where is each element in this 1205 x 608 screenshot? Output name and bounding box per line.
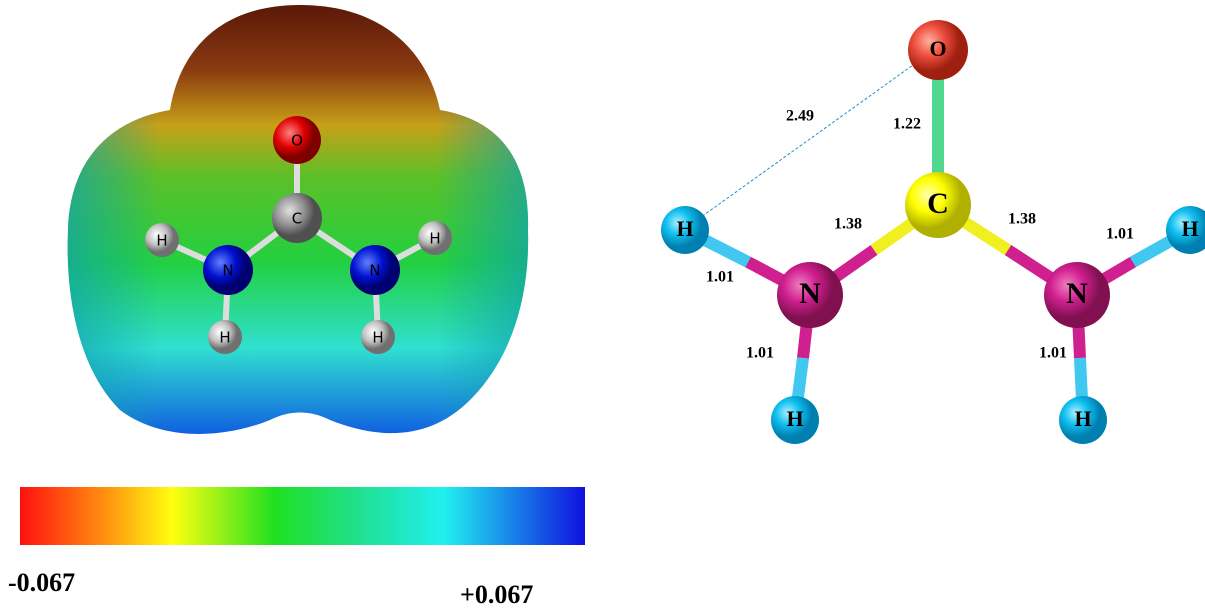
bond-length: 1.38	[1008, 211, 1036, 228]
colorbar-max: +0.067	[460, 580, 533, 608]
atom-label: N	[799, 277, 821, 310]
contact-length: 2.49	[786, 108, 814, 125]
bond-length: 1.22	[893, 116, 921, 133]
atom-label: C	[927, 187, 949, 220]
atom-label: H	[786, 406, 803, 431]
bond-length: 1.01	[746, 345, 774, 362]
atom-label: H	[156, 232, 167, 250]
atom-label: O	[291, 132, 303, 150]
bond-length: 1.01	[1039, 345, 1067, 362]
contact-line	[690, 60, 920, 225]
bond-length: 1.38	[834, 216, 862, 233]
atom-label: H	[676, 216, 693, 241]
colorbar	[20, 487, 585, 545]
figure: O C N N H H H H -0.067 +0.067 O C N N H …	[0, 0, 1205, 608]
bond-length: 1.01	[1106, 226, 1134, 243]
atom-label: C	[292, 210, 302, 228]
atom-label: N	[222, 262, 233, 280]
atom-label: H	[429, 230, 440, 248]
bond-length: 1.01	[706, 269, 734, 286]
page: O C N N H H H H -0.067 +0.067 O C N N H …	[0, 0, 1205, 608]
atom-label: N	[369, 262, 380, 280]
colorbar-min: -0.067	[8, 568, 75, 597]
atom-label: N	[1066, 277, 1088, 310]
atom-label: H	[372, 329, 383, 347]
atom-label: O	[929, 36, 946, 61]
atom-label: H	[219, 329, 230, 347]
atom-label: H	[1181, 216, 1198, 241]
atom-label: H	[1074, 406, 1091, 431]
